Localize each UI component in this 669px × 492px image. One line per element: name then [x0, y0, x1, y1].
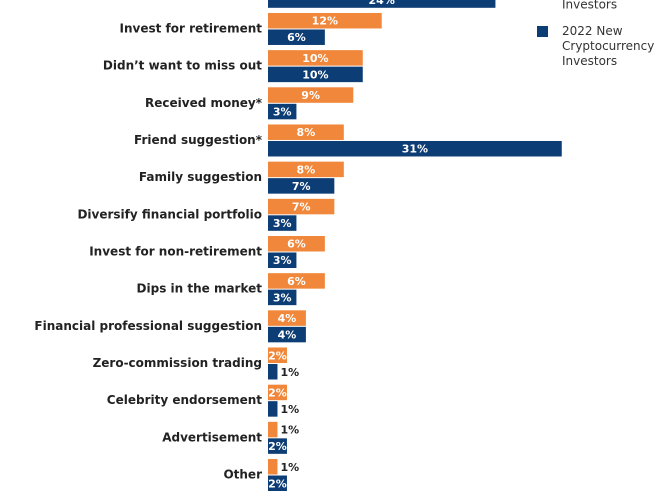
value-label: 4%: [278, 329, 297, 342]
bar: [268, 364, 278, 380]
legend-label: 2022 New Cryptocurrency Investors: [562, 24, 654, 68]
value-label: 6%: [287, 275, 306, 288]
value-label: 1%: [280, 424, 299, 437]
value-label: 3%: [273, 217, 292, 230]
value-label: 2%: [268, 440, 287, 453]
category-label: Friend suggestion*: [134, 133, 263, 147]
value-label: 31%: [402, 143, 428, 156]
value-label: 7%: [292, 201, 311, 214]
category-label: Advertisement: [162, 430, 262, 444]
bar: [268, 124, 344, 140]
value-label: 3%: [273, 291, 292, 304]
bar: [268, 252, 297, 268]
value-label: 9%: [301, 89, 320, 102]
category-label: Invest for retirement: [120, 21, 263, 35]
category-label: Dips in the market: [137, 282, 263, 296]
category-label: Celebrity endorsement: [107, 393, 262, 407]
value-label: 24%: [369, 0, 395, 7]
category-label: Invest for non-retirement: [89, 244, 262, 258]
value-label: 3%: [273, 254, 292, 267]
value-label: 10%: [302, 52, 328, 65]
category-label: Didn’t want to miss out: [103, 59, 262, 73]
bar: [268, 235, 325, 252]
bar: [268, 347, 287, 363]
value-label: 1%: [280, 461, 299, 474]
bar: [268, 12, 382, 29]
bar: [268, 0, 496, 8]
bar: [268, 310, 306, 326]
category-label: Family suggestion: [139, 170, 262, 184]
bar: [268, 66, 363, 83]
bar: [268, 87, 354, 103]
value-label: 12%: [312, 15, 338, 28]
value-label: 2%: [268, 349, 287, 362]
legend-label: Investors: [562, 0, 617, 12]
category-label: Diversify financial portfolio: [77, 207, 262, 221]
bar: [268, 421, 278, 438]
bar: [268, 475, 287, 492]
bar: [268, 289, 297, 306]
bar: [268, 140, 562, 157]
category-label: Other: [223, 468, 262, 482]
bar: [268, 459, 278, 475]
bar: [268, 438, 287, 454]
category-label: Received money*: [145, 96, 263, 110]
value-label: 2%: [268, 477, 287, 490]
value-label: 3%: [273, 106, 292, 119]
bar: [268, 401, 278, 417]
value-label: 10%: [302, 68, 328, 81]
bar: [268, 273, 325, 289]
bar: [268, 50, 363, 66]
value-label: 7%: [292, 180, 311, 193]
bar: [268, 326, 306, 343]
value-label: 1%: [280, 366, 299, 379]
value-label: 1%: [280, 403, 299, 416]
category-label: Zero-commission trading: [93, 356, 262, 370]
value-label: 8%: [297, 126, 316, 139]
bar: [268, 161, 344, 178]
value-label: 6%: [287, 31, 306, 44]
bar: [268, 103, 297, 120]
bar: [268, 215, 297, 231]
value-label: 2%: [268, 386, 287, 399]
value-label: 6%: [287, 238, 306, 251]
bar: [268, 29, 325, 45]
bar: [268, 384, 287, 401]
category-label: Financial professional suggestion: [34, 319, 262, 333]
value-label: 4%: [278, 312, 297, 325]
legend-swatch: [537, 26, 548, 37]
bar: [268, 198, 335, 215]
value-label: 8%: [297, 163, 316, 176]
bar: [268, 178, 335, 194]
